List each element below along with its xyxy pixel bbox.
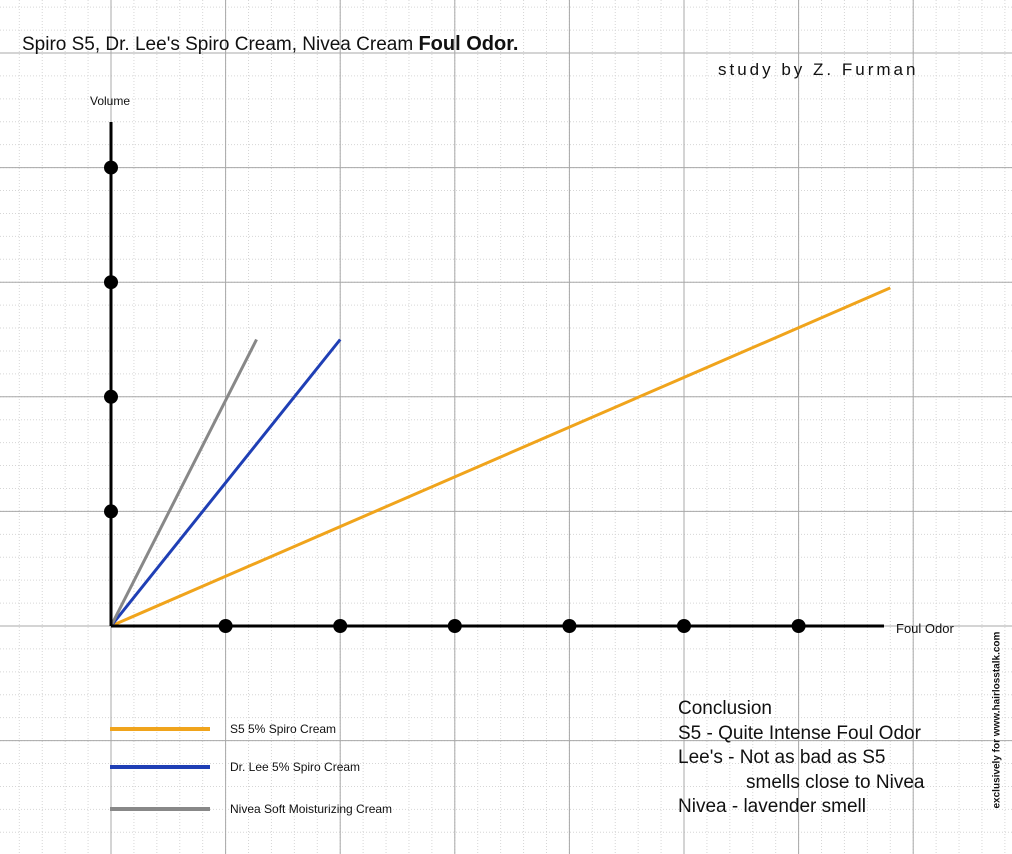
x-tick-dot [447,619,462,633]
series-layer [109,286,891,628]
legend-item-nivea: Nivea Soft Moisturizing Cream [110,800,392,818]
legend-label-s5: S5 5% Spiro Cream [230,722,337,736]
legend-item-dr-lee: Dr. Lee 5% Spiro Cream [110,758,360,776]
legend-swatch-nivea [110,807,210,811]
conclusion-line-lee-detail: smells close to Nivea [746,771,925,793]
chart-title-text: Spiro S5, Dr. Lee's Spiro Cream, Nivea C… [22,34,414,55]
chart-title: Spiro S5, Dr. Lee's Spiro Cream, Nivea C… [22,33,518,56]
chart-subtitle: study by Z. Furman [718,60,919,79]
y-tick-dot [104,504,118,519]
conclusion-block: Conclusion S5 - Quite Intense Foul Odor … [678,697,924,820]
series-line-2 [109,338,258,627]
y-tick-dot [104,275,118,290]
legend-swatch-dr-lee [110,765,210,769]
axes-layer [109,122,884,628]
watermark-text: exclusively for www.hairlosstalk.com [991,631,1003,809]
x-tick-dot [333,619,348,633]
y-tick-dot [104,389,118,404]
legend-swatch-s5 [110,727,210,731]
x-tick-dot [562,619,577,633]
chart-title-bold: Foul Odor. [418,33,519,55]
x-tick-dot [677,619,691,633]
series-line-1 [109,338,342,627]
conclusion-line-lee: Lee's - Not as bad as S5 [678,747,886,768]
ticks-layer [104,160,806,633]
y-tick-dot [104,160,118,175]
conclusion-line-s5: S5 - Quite Intense Foul Odor [678,722,921,744]
x-axis-label: Foul Odor [896,621,954,636]
conclusion-line-nivea: Nivea - lavender smell [678,796,866,817]
legend-item-s5: S5 5% Spiro Cream [110,720,336,738]
legend-label-nivea: Nivea Soft Moisturizing Cream [230,802,393,816]
conclusion-heading: Conclusion [678,698,772,719]
y-axis-label: Volume [90,94,131,108]
legend-label-dr-lee: Dr. Lee 5% Spiro Cream [230,760,361,774]
x-tick-dot [218,619,233,633]
series-line-0 [110,286,891,628]
x-tick-dot [791,619,806,633]
